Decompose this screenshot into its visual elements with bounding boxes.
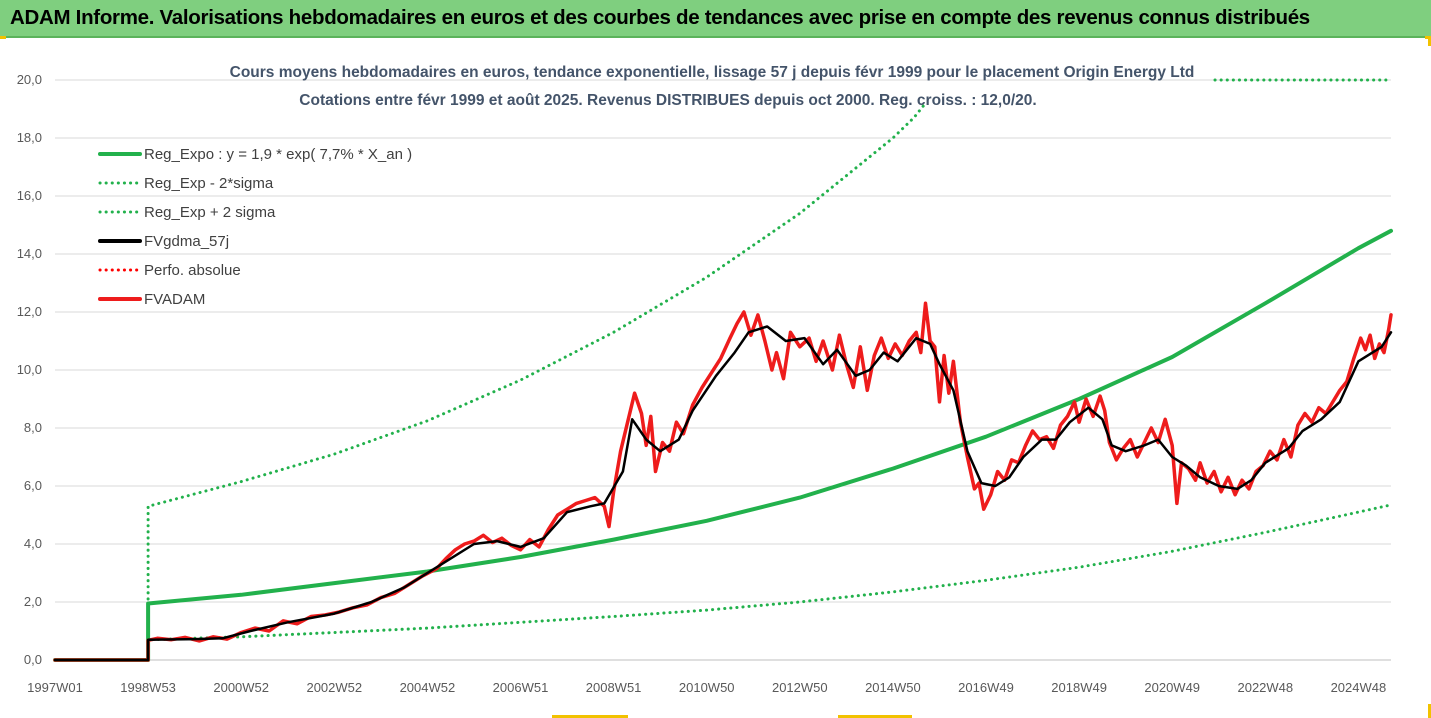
frame-corner-tl [0,36,6,39]
x-tick-label: 1998W53 [120,680,176,695]
y-tick-label: 10,0 [17,362,42,377]
y-tick-label: 4,0 [24,536,42,551]
legend-label: Perfo. absolue [144,262,241,279]
series-layer [53,78,1393,662]
y-tick-label: 16,0 [17,188,42,203]
legend-label: Reg_Expo : y = 1,9 * exp( 7,7% * X_an ) [144,146,412,163]
y-tick-label: 6,0 [24,478,42,493]
frame-corner-br-v [1428,704,1431,718]
x-tick-label: 2020W49 [1144,680,1200,695]
chart-subtitle: Cotations entre févr 1999 et août 2025. … [299,92,1036,109]
frame-mark-bottom-1 [552,715,628,718]
y-tick-label: 12,0 [17,304,42,319]
x-tick-label: 1997W01 [27,680,83,695]
y-tick-label: 14,0 [17,246,42,261]
x-tick-label: 2014W50 [865,680,921,695]
x-tick-label: 2024W48 [1331,680,1387,695]
legend: Reg_Expo : y = 1,9 * exp( 7,7% * X_an ) R… [98,146,412,308]
x-tick-label: 2008W51 [586,680,642,695]
trend-chart: 0,02,04,06,08,010,012,014,016,018,020,0 … [17,64,1393,695]
series-line-3 [53,325,1393,662]
x-tick-label: 2016W49 [958,680,1014,695]
x-tick-label: 2000W52 [213,680,269,695]
frame-mark-bottom-2 [838,715,912,718]
y-tick-label: 20,0 [17,72,42,87]
legend-label: Reg_Exp - 2*sigma [144,175,274,192]
x-tick-label: 2004W52 [400,680,456,695]
y-tick-label: 2,0 [24,594,42,609]
x-tick-label: 2018W49 [1051,680,1107,695]
series-line-1 [146,503,1393,662]
x-tick-label: 2002W52 [306,680,362,695]
legend-label: Reg_Exp + 2 sigma [144,204,276,221]
series-line-0 [53,228,1393,662]
x-axis: 1997W01 1998W53 2000W52 2002W52 2004W52 2006W… [27,659,1391,695]
report-banner: ADAM Informe. Valorisations hebdomadaire… [0,0,1431,38]
chart-titles: Cours moyens hebdomadaires en euros, ten… [230,64,1195,109]
y-tick-label: 18,0 [17,130,42,145]
y-axis: 0,0 2,0 4,0 6,0 8,0 10,0 12,0 14,0 16,0 18,0 20,0 [17,72,42,667]
chart-title: Cours moyens hebdomadaires en euros, ten… [230,64,1195,81]
x-tick-label: 2006W51 [493,680,549,695]
legend-label: FVADAM [144,291,205,308]
y-tick-label: 8,0 [24,420,42,435]
report-title: ADAM Informe. Valorisations hebdomadaire… [10,6,1310,29]
y-tick-label: 0,0 [24,652,42,667]
grid-lines [55,79,1391,661]
x-tick-label: 2012W50 [772,680,828,695]
frame-corner-tr-v [1428,36,1431,46]
series-line-5 [53,301,1393,662]
x-tick-label: 2022W48 [1237,680,1293,695]
legend-label: FVgdma_57j [144,233,229,250]
x-tick-label: 2010W50 [679,680,735,695]
